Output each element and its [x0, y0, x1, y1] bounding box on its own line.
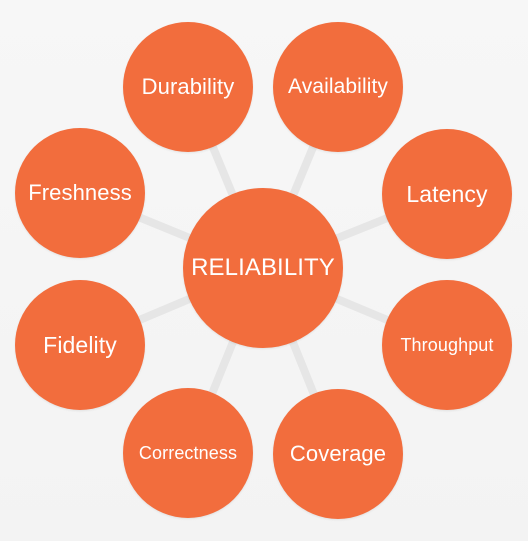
node-label: Correctness: [138, 442, 238, 463]
node-throughput: Throughput: [382, 280, 512, 410]
node-label: Durability: [141, 74, 235, 99]
node-label: Latency: [406, 180, 488, 207]
node-label: Coverage: [289, 441, 387, 466]
center-node-reliability: RELIABILITY: [183, 188, 343, 348]
node-label: Availability: [287, 75, 389, 98]
node-latency: Latency: [382, 129, 512, 259]
node-label: Freshness: [28, 180, 132, 205]
node-freshness: Freshness: [15, 128, 145, 258]
node-coverage: Coverage: [273, 389, 403, 519]
node-correctness: Correctness: [123, 388, 253, 518]
node-label: Fidelity: [43, 331, 117, 358]
node-availability: Availability: [273, 22, 403, 152]
node-fidelity: Fidelity: [15, 280, 145, 410]
node-durability: Durability: [123, 22, 253, 152]
node-label: Throughput: [400, 334, 494, 355]
center-label: RELIABILITY: [191, 254, 335, 281]
